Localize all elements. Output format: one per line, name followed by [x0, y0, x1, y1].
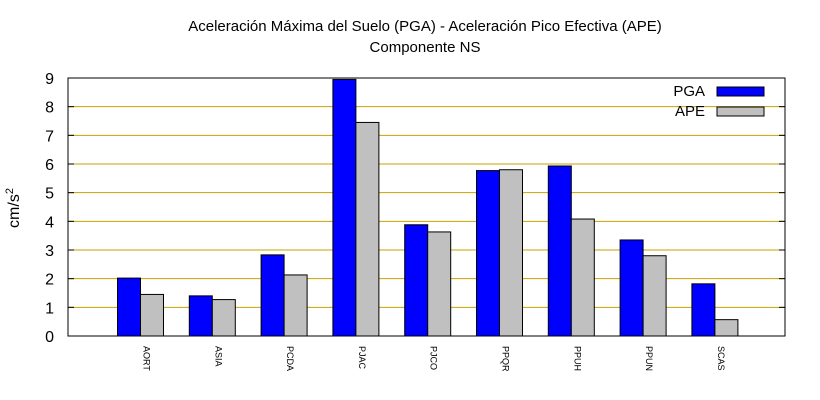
bars	[117, 78, 739, 337]
bar-ape-ppqr	[499, 169, 523, 337]
y-tick-label: 0	[45, 329, 54, 346]
y-tick-label: 2	[45, 272, 54, 289]
x-tick-label: PPUN	[644, 346, 654, 371]
bar-pga-asia	[188, 295, 213, 337]
y-tick-label: 6	[45, 157, 54, 174]
bar-pga-ppqr	[476, 170, 500, 337]
bar-ape-asia	[211, 299, 236, 337]
bar-pga-pjac	[332, 78, 357, 337]
y-axis-label-text: cm/s	[6, 194, 23, 228]
chart-title: Aceleración Máxima del Suelo (PGA) - Ace…	[188, 18, 662, 35]
bar-ape-pcda	[283, 274, 308, 337]
x-tick-label: PPQR	[501, 346, 511, 372]
plot-frame	[67, 77, 786, 337]
y-tick-label: 5	[45, 186, 54, 203]
x-tick-label: PCDA	[285, 346, 295, 371]
y-tick-label: 7	[45, 128, 54, 145]
bar-pga-scas	[691, 283, 716, 337]
bar-ape-ppun	[642, 255, 667, 337]
bar-pga-ppuh	[547, 165, 572, 337]
bar-pga-aort	[117, 277, 141, 337]
legend-label-pga: PGA	[673, 83, 705, 100]
y-tick-labels: 0 1 2 3 4 5 6 7 8 9	[45, 71, 54, 346]
bar-ape-pjco	[427, 231, 452, 337]
x-tick-label: SCAS	[716, 346, 726, 371]
y-axis-label: cm/s2	[4, 188, 23, 228]
bar-ape-aort	[140, 293, 164, 337]
legend-swatch-ape	[716, 106, 765, 117]
y-axis-label-superscript: 2	[4, 188, 16, 194]
x-tick-label: ASIA	[213, 346, 223, 367]
bar-pga-pjco	[404, 224, 429, 337]
legend: PGA APE	[673, 83, 765, 120]
x-tick-label: PJCO	[429, 346, 439, 370]
bar-ape-pjac	[355, 121, 380, 337]
y-tick-label: 4	[45, 214, 54, 231]
bar-pga-ppun	[619, 239, 644, 337]
bar-ape-ppuh	[570, 218, 595, 337]
y-tick-label: 8	[45, 100, 54, 117]
y-tick-label: 3	[45, 243, 54, 260]
x-tick-label: AORT	[142, 346, 152, 371]
y-tick-label: 9	[45, 71, 54, 88]
y-tick-label: 1	[45, 300, 54, 317]
legend-label-ape: APE	[675, 103, 705, 120]
chart-subtitle: Componente NS	[370, 39, 481, 56]
bar-ape-scas	[714, 319, 739, 337]
x-tick-labels: AORT ASIA PCDA PJAC PJCO PPQR PPUH PPUN SCAS	[142, 346, 726, 372]
legend-swatch-pga	[716, 86, 765, 97]
x-tick-label: PJAC	[357, 346, 367, 370]
x-tick-label: PPUH	[572, 346, 582, 371]
bar-pga-pcda	[260, 254, 285, 337]
